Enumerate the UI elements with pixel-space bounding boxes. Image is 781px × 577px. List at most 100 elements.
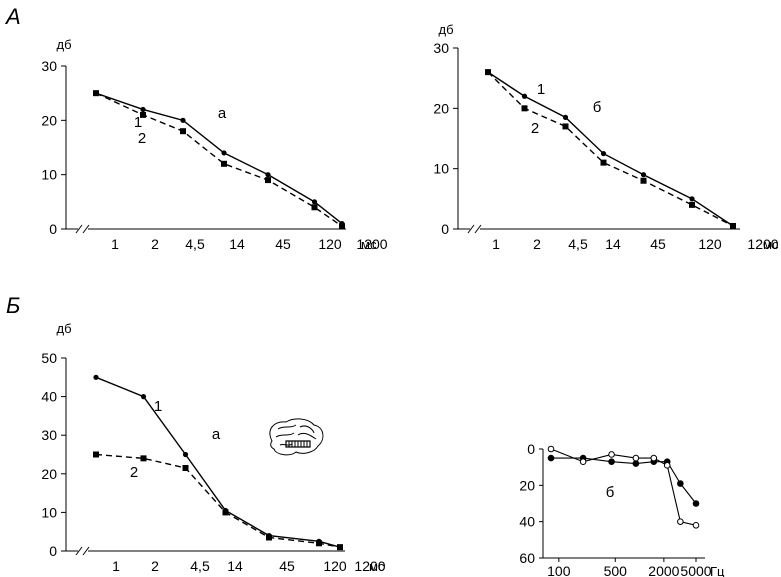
panel-tag: б	[606, 484, 615, 501]
data-point	[93, 451, 99, 458]
x-tick-label: 14	[227, 558, 243, 574]
x-tick-label: 4,5	[568, 236, 588, 252]
data-point	[266, 534, 272, 541]
y-tick-label: 20	[41, 112, 57, 128]
data-point	[689, 201, 695, 208]
data-point	[521, 93, 528, 99]
x-tick-label: 4,5	[190, 558, 210, 574]
x-tick-label: 1200	[747, 236, 778, 252]
data-point	[140, 106, 146, 113]
data-point	[182, 465, 189, 472]
y-tick-label: 10	[41, 167, 57, 183]
data-point	[547, 445, 555, 453]
y-tick-label: 20	[519, 477, 535, 493]
x-tick-label: 2	[533, 236, 541, 252]
x-tick-label: 4,5	[185, 236, 205, 252]
y-tick-label: 10	[41, 504, 57, 520]
data-point	[663, 462, 671, 469]
series-line	[550, 448, 697, 526]
data-point	[222, 509, 229, 516]
data-point	[608, 458, 615, 466]
data-point	[562, 114, 569, 120]
data-point	[221, 160, 227, 167]
data-point	[180, 117, 186, 123]
panel-tag: б	[593, 99, 602, 116]
data-point	[730, 222, 736, 229]
data-point	[640, 172, 647, 178]
data-point	[311, 199, 318, 205]
x-tick-label: 1200	[356, 236, 387, 252]
y-tick-label: 0	[527, 441, 535, 457]
data-point	[689, 196, 695, 202]
y-tick-label: 0	[441, 221, 449, 237]
data-point	[632, 454, 640, 462]
data-point	[600, 159, 607, 166]
y-tick-label: 10	[433, 161, 449, 177]
series-line	[551, 457, 697, 504]
x-tick-label: 120	[318, 236, 342, 252]
x-axis-unit: мс	[361, 237, 377, 252]
data-point	[677, 518, 684, 525]
section-label-a: А	[4, 4, 21, 29]
x-tick-label: 100	[547, 563, 571, 577]
x-tick-label: 500	[604, 563, 628, 577]
x-tick-label: 120	[323, 558, 347, 574]
x-tick-label: 2	[151, 558, 159, 574]
y-axis-label: дб	[438, 22, 453, 37]
series-label: 2	[138, 130, 146, 147]
data-point	[547, 454, 555, 462]
data-point	[311, 204, 318, 211]
data-point	[93, 374, 99, 380]
data-point	[562, 123, 569, 130]
y-tick-label: 20	[433, 100, 449, 116]
series-label: 1	[134, 114, 142, 131]
panel-tag: а	[218, 105, 227, 122]
data-point	[692, 500, 700, 507]
x-axis-unit: мс	[763, 237, 779, 252]
x-axis-unit: Гц	[710, 564, 725, 577]
y-axis-label: дб	[56, 37, 71, 52]
data-point	[608, 451, 615, 458]
data-point	[140, 111, 146, 118]
x-tick-label: 1	[111, 236, 119, 252]
x-tick-label: 45	[279, 558, 295, 574]
y-axis-label: дб	[56, 321, 71, 336]
x-tick-label: 2000	[648, 563, 679, 577]
axis-break-mark	[75, 224, 90, 234]
y-tick-label: 60	[519, 550, 535, 566]
data-point	[632, 460, 640, 467]
y-tick-label: 0	[49, 543, 57, 559]
data-point	[140, 394, 147, 400]
data-point	[485, 69, 491, 76]
y-tick-label: 40	[41, 389, 57, 405]
x-tick-label: 1	[492, 236, 500, 252]
y-tick-label: 30	[41, 58, 57, 74]
x-tick-label: 45	[650, 236, 666, 252]
data-point	[180, 128, 186, 135]
data-point	[265, 177, 271, 184]
x-tick-label: 14	[605, 236, 621, 252]
x-tick-label: 1200	[354, 558, 385, 574]
x-tick-label: 1	[112, 558, 120, 574]
data-point	[579, 458, 587, 466]
y-tick-label: 0	[49, 221, 57, 237]
x-tick-label: 2	[151, 236, 159, 252]
data-point	[692, 522, 700, 529]
series-label: 1	[154, 398, 162, 415]
x-tick-label: 14	[229, 236, 245, 252]
data-point	[140, 455, 147, 462]
x-tick-label: 45	[275, 236, 291, 252]
data-point	[316, 540, 322, 547]
data-point	[600, 150, 607, 157]
series-label: 1	[537, 81, 545, 98]
y-tick-label: 50	[41, 350, 57, 366]
data-point	[265, 172, 271, 178]
series-label: 2	[531, 120, 539, 137]
series-line-1	[95, 376, 341, 548]
axis-break-mark	[75, 546, 90, 556]
y-tick-label: 40	[519, 514, 535, 530]
y-tick-label: 20	[41, 466, 57, 482]
data-point	[182, 451, 189, 458]
